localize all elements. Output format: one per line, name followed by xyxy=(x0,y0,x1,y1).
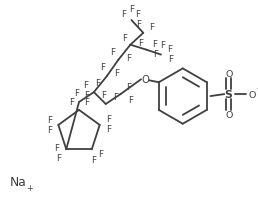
Text: F: F xyxy=(83,80,88,89)
Text: O: O xyxy=(141,75,149,85)
Text: F: F xyxy=(168,55,173,64)
Text: F: F xyxy=(106,125,111,134)
Text: F: F xyxy=(100,63,105,72)
Text: F: F xyxy=(75,88,79,97)
Text: F: F xyxy=(121,10,126,19)
Text: F: F xyxy=(160,41,166,50)
Text: F: F xyxy=(136,20,141,29)
Text: O: O xyxy=(225,70,233,79)
Text: F: F xyxy=(154,50,159,59)
Text: F: F xyxy=(95,78,100,87)
Text: F: F xyxy=(129,5,134,14)
Text: O: O xyxy=(248,90,256,99)
Text: F: F xyxy=(47,126,52,135)
Text: F: F xyxy=(167,45,172,54)
Text: F: F xyxy=(135,10,140,19)
Text: F: F xyxy=(98,149,103,158)
Text: F: F xyxy=(54,143,59,152)
Text: F: F xyxy=(106,115,111,124)
Text: F: F xyxy=(114,69,119,78)
Text: O: O xyxy=(225,111,233,120)
Text: +: + xyxy=(26,184,33,193)
Text: F: F xyxy=(153,40,158,49)
Text: F: F xyxy=(149,23,154,32)
Text: F: F xyxy=(56,153,61,162)
Text: F: F xyxy=(138,39,143,48)
Text: F: F xyxy=(91,155,96,164)
Text: F: F xyxy=(126,54,131,63)
Text: F: F xyxy=(122,34,127,43)
Text: F: F xyxy=(69,98,74,107)
Text: F: F xyxy=(84,98,90,107)
Text: S: S xyxy=(224,90,232,100)
Text: F: F xyxy=(47,116,52,125)
Text: F: F xyxy=(110,48,115,57)
Text: F: F xyxy=(84,90,90,99)
Text: Na: Na xyxy=(9,175,26,188)
Text: F: F xyxy=(113,92,118,101)
Text: F: F xyxy=(126,82,131,91)
Text: F: F xyxy=(128,95,133,104)
Text: -: - xyxy=(256,83,258,92)
Text: F: F xyxy=(101,90,106,99)
